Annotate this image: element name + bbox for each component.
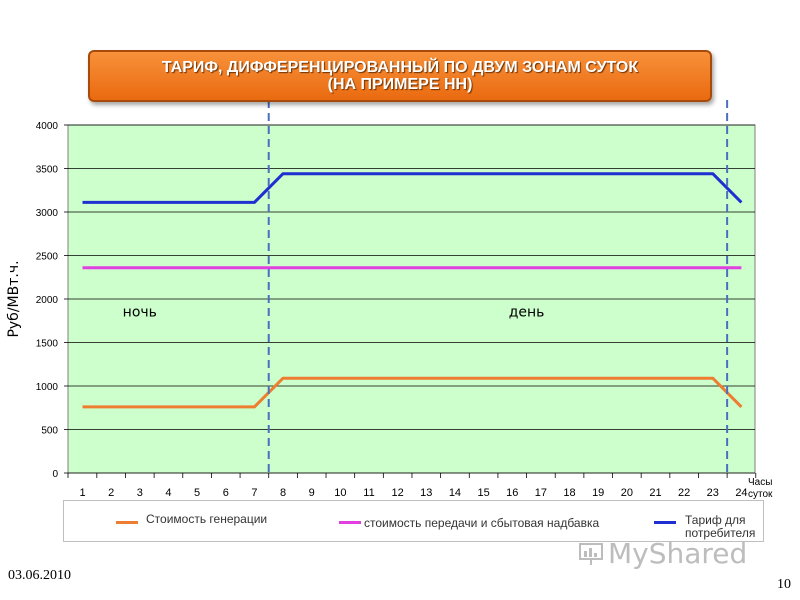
- x-axis-label-1: Часы: [748, 477, 772, 488]
- legend-label-consumer-tariff-1: Тариф для: [685, 513, 746, 527]
- legend-label-generation: Стоимость генерации: [146, 512, 268, 526]
- zone-label: день: [509, 304, 545, 320]
- y-tick-label: 3500: [36, 165, 59, 176]
- chart-legend: Стоимость генерации стоимость передачи и…: [63, 500, 764, 542]
- y-tick-label: 3000: [36, 208, 59, 219]
- x-tick-label: 22: [678, 487, 690, 499]
- x-tick-label: 11: [363, 487, 374, 499]
- title-banner: ТАРИФ, ДИФФЕРЕНЦИРОВАННЫЙ ПО ДВУМ ЗОНАМ …: [88, 50, 712, 102]
- x-tick-label: 21: [649, 487, 661, 499]
- legend-swatch-transmission: [339, 521, 361, 524]
- x-tick-label: 23: [707, 487, 719, 499]
- footer-date: 03.06.2010: [8, 568, 71, 583]
- x-tick-label: 3: [137, 487, 143, 499]
- x-tick-label: 2: [108, 487, 114, 499]
- legend-label-transmission: стоимость передачи и сбытовая надбавка: [364, 516, 600, 530]
- legend-swatch-generation: [116, 521, 138, 524]
- title-line-1: ТАРИФ, ДИФФЕРЕНЦИРОВАННЫЙ ПО ДВУМ ЗОНАМ …: [161, 59, 639, 76]
- watermark: MyShared: [608, 537, 748, 570]
- title-line-2: (НА ПРИМЕРЕ НН): [327, 76, 473, 93]
- x-tick-label: 10: [334, 487, 346, 499]
- y-tick-label: 1000: [36, 382, 59, 393]
- legend-swatch-consumer-tariff: [654, 521, 676, 524]
- x-tick-label: 8: [280, 487, 286, 499]
- x-tick-label: 12: [392, 487, 404, 499]
- x-tick-label: 1: [79, 487, 85, 499]
- legend-label-consumer-tariff-2: потребителя: [685, 526, 756, 540]
- y-axis-label: Руб/МВт.ч.: [6, 260, 22, 337]
- x-tick-label: 20: [621, 487, 633, 499]
- presentation-icon: [579, 543, 603, 565]
- zone-label: ночь: [123, 304, 157, 320]
- legend-label-consumer-tariff: Тариф для потребителя: [685, 514, 755, 540]
- x-tick-label: 6: [223, 487, 229, 499]
- y-tick-label: 2000: [36, 295, 59, 306]
- x-tick-label: 15: [477, 487, 489, 499]
- x-tick-label: 9: [309, 487, 315, 499]
- x-tick-label: 18: [563, 487, 575, 499]
- x-tick-label: 4: [165, 487, 171, 499]
- series-line-1: [82, 376, 743, 409]
- x-tick-label: 16: [506, 487, 518, 499]
- page-number: 10: [777, 577, 791, 592]
- x-tick-label: 5: [194, 487, 200, 499]
- x-tick-label: 14: [449, 487, 461, 499]
- x-tick-label: 17: [535, 487, 547, 499]
- y-tick-label: 500: [41, 426, 58, 437]
- y-tick-label: 4000: [36, 121, 59, 132]
- y-tick-label: 0: [52, 469, 58, 480]
- y-tick-label: 1500: [36, 339, 59, 350]
- series-line-3: [82, 172, 743, 204]
- y-tick-label: 2500: [36, 252, 59, 263]
- x-tick-label: 19: [592, 487, 604, 499]
- x-tick-label: 13: [420, 487, 432, 499]
- x-tick-label: 7: [251, 487, 257, 499]
- x-axis-label-2: суток: [748, 489, 773, 500]
- x-tick-label: 24: [735, 487, 747, 499]
